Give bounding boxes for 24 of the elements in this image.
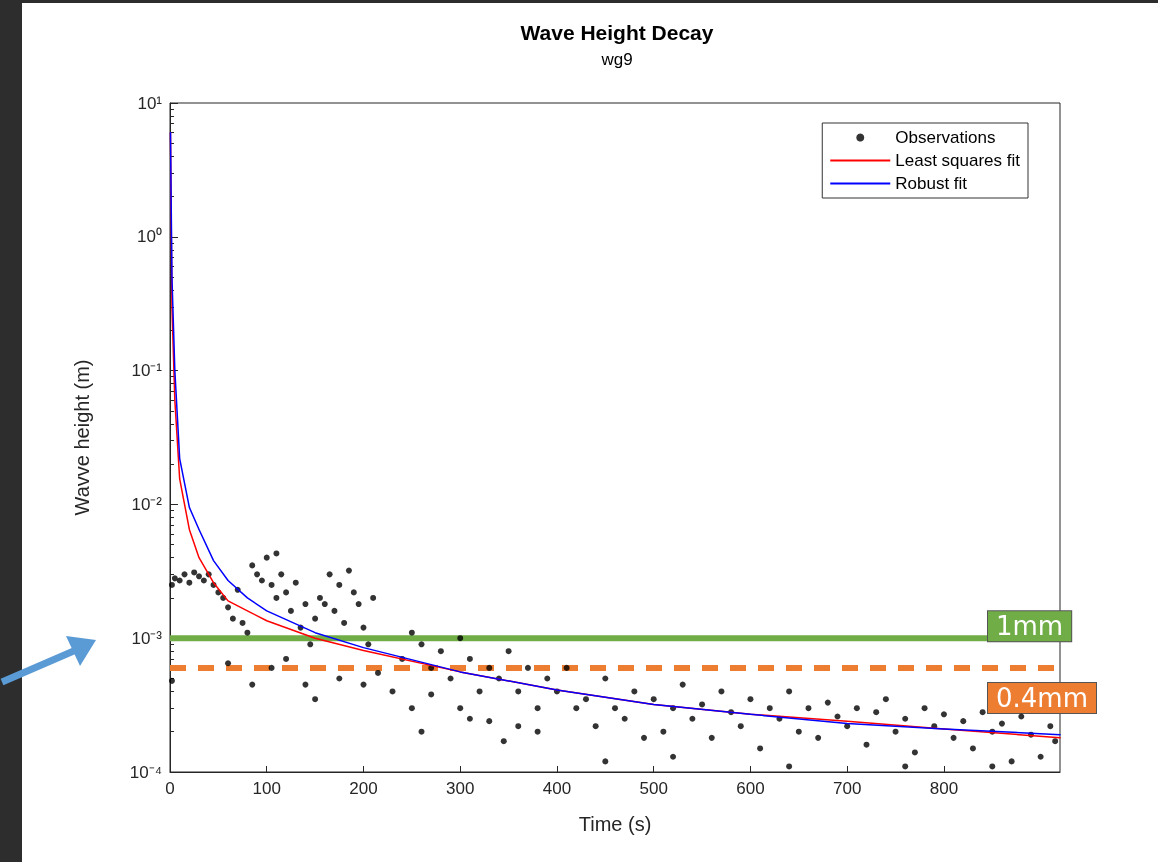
legend-label: Least squares fit	[895, 151, 1021, 170]
x-axis-title: Time (s)	[578, 813, 652, 835]
x-tick-label: 100	[252, 779, 281, 798]
y-tick-label: 10⁻¹	[131, 361, 163, 381]
x-tick-label: 300	[446, 779, 475, 798]
y-tick-label: 10¹	[137, 93, 163, 113]
x-tick-label: 700	[832, 779, 862, 798]
ref-line-label: 1mm	[996, 611, 1064, 642]
x-tick-label: 200	[349, 779, 378, 798]
y-tick-label: 10⁻³	[131, 628, 163, 648]
legend-label: Observations	[895, 128, 996, 147]
x-tick-label: 600	[736, 779, 765, 798]
chart-title: Wave Height Decay	[520, 21, 714, 44]
legend-label: Robust fit	[895, 174, 968, 193]
y-tick-label: 10⁻⁴	[129, 762, 162, 782]
ref-line-label: 0.4mm	[996, 682, 1089, 713]
chart-subtitle: wg9	[600, 50, 633, 69]
y-axis-title: Wavve height (m)	[71, 359, 93, 516]
x-tick-label: 800	[929, 779, 959, 798]
y-tick-label: 10⁻²	[131, 494, 163, 514]
y-tick-label: 10⁰	[137, 227, 162, 247]
x-tick-label: 500	[639, 779, 668, 798]
x-tick-label: 0	[165, 779, 175, 798]
x-tick-label: 400	[542, 779, 572, 798]
